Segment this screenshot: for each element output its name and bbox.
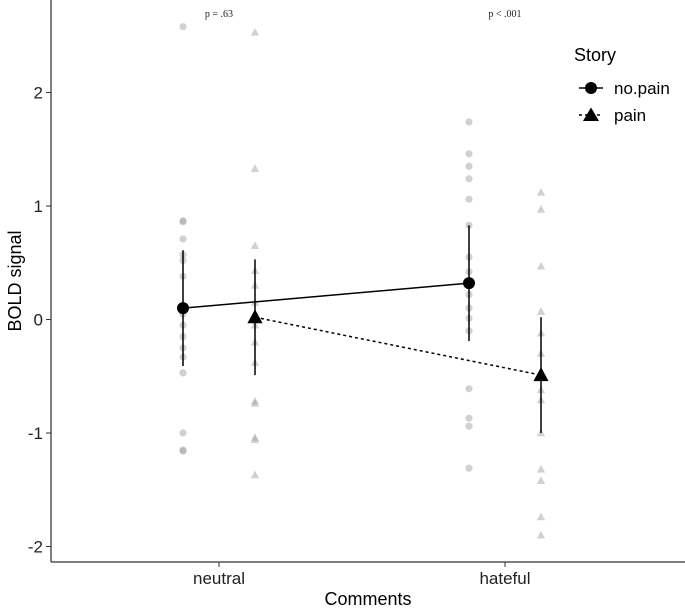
raw-points-layer [179, 23, 546, 539]
raw-point [536, 530, 546, 539]
raw-point [179, 235, 187, 243]
legend-label-pain: pain [614, 106, 646, 125]
series-line-pain [254, 316, 542, 376]
raw-point [536, 307, 546, 315]
legend-title: Story [574, 45, 616, 65]
y-tick-label: -1 [28, 424, 43, 443]
legend: Story no.pain pain [574, 45, 670, 125]
y-tick-label: 0 [34, 311, 43, 330]
raw-point [465, 221, 473, 229]
x-axis-title: Comments [324, 589, 411, 609]
legend-marker-no-pain [585, 82, 597, 94]
raw-point [465, 175, 473, 183]
mean-markers-layer [177, 277, 549, 382]
raw-point [465, 422, 473, 430]
raw-point [536, 476, 546, 484]
raw-point [465, 162, 473, 170]
raw-point [179, 217, 187, 225]
raw-point [536, 464, 546, 473]
error-bars-layer [182, 225, 542, 433]
raw-point [465, 150, 473, 158]
x-tick-label: neutral [193, 569, 245, 588]
raw-point [179, 369, 187, 377]
raw-point [465, 464, 473, 472]
raw-point [179, 446, 187, 454]
mean-point [463, 277, 475, 290]
raw-point [465, 195, 473, 203]
raw-point [250, 433, 260, 441]
p-value-annotation: p < .001 [488, 9, 521, 20]
raw-point [465, 118, 473, 126]
raw-point [250, 241, 260, 250]
series-line-no-pain [182, 282, 470, 309]
raw-point [179, 23, 187, 31]
mean-point [533, 367, 549, 382]
raw-point [179, 218, 187, 226]
mean-point [177, 302, 189, 315]
p-value-annotation: p = .63 [205, 9, 233, 20]
raw-point [250, 27, 260, 36]
mean-point [247, 309, 263, 324]
raw-point [536, 512, 546, 521]
legend-marker-pain [583, 107, 599, 121]
raw-point [465, 385, 473, 393]
y-tick-label: 1 [34, 197, 43, 216]
x-tick-label: hateful [479, 569, 530, 588]
raw-point [536, 205, 546, 213]
raw-point [250, 470, 260, 479]
raw-point [250, 164, 260, 172]
raw-point [250, 396, 260, 405]
axes-layer: -2 -1 0 1 2 neutral hateful p = .63 p < .001 [28, 9, 531, 588]
raw-point [250, 399, 260, 407]
mean-lines-layer [182, 282, 542, 376]
raw-point [250, 435, 260, 444]
y-axis-title: BOLD signal [5, 230, 25, 331]
raw-point [536, 187, 546, 196]
y-tick-label: -2 [28, 538, 43, 557]
raw-point [179, 429, 187, 437]
legend-label-no-pain: no.pain [614, 79, 670, 98]
raw-point [536, 261, 546, 270]
raw-point [179, 447, 187, 455]
y-tick-label: 2 [34, 84, 43, 103]
raw-point [465, 414, 473, 422]
